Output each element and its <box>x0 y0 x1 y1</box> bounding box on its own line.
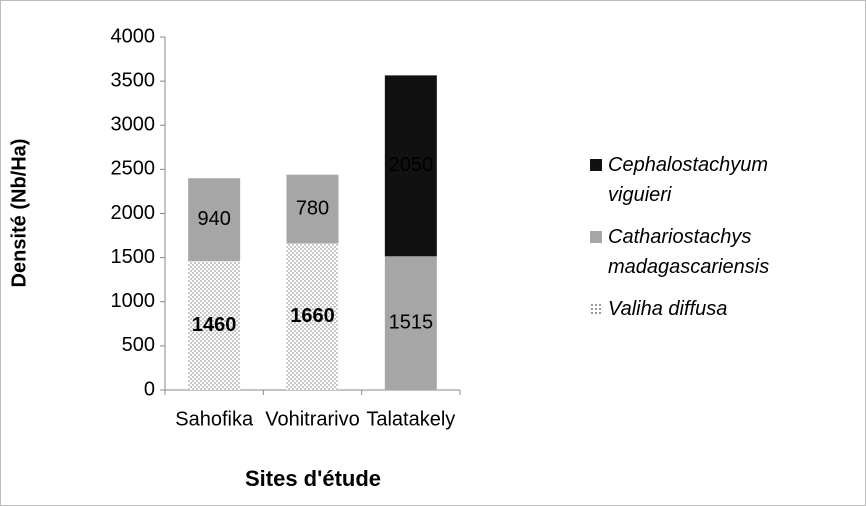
y-tick-label: 2000 <box>111 202 156 224</box>
legend-swatch <box>590 303 602 315</box>
legend-label: Cathariostachys madagascariensis <box>608 226 770 278</box>
x-tick-label: Talatakely <box>366 408 455 430</box>
legend-item: Cephalostachyum viguieri <box>590 150 810 210</box>
x-tick-label: Vohitrarivo <box>265 408 360 430</box>
legend-item: Valiha diffusa <box>590 294 810 324</box>
legend: Cephalostachyum viguieri Cathariostachys … <box>590 150 810 336</box>
bar-segment <box>188 261 241 390</box>
legend-swatch <box>590 159 602 171</box>
y-tick-label: 4000 <box>111 25 156 47</box>
legend-label: Valiha diffusa <box>608 298 728 320</box>
data-label: 1660 <box>290 305 335 327</box>
x-axis-title: Sites d'étude <box>245 466 381 491</box>
data-label: 780 <box>296 197 329 219</box>
legend-label: Cephalostachyum viguieri <box>608 154 769 206</box>
bar-segment <box>384 256 437 390</box>
bar-segment <box>286 243 339 390</box>
y-tick-label: 1500 <box>111 246 156 268</box>
bar-segment <box>384 75 437 257</box>
y-tick-label: 500 <box>122 334 155 356</box>
data-label: 1515 <box>389 311 434 333</box>
data-label: 2050 <box>389 154 434 176</box>
y-tick-label: 3000 <box>111 114 156 136</box>
legend-item: Cathariostachys madagascariensis <box>590 222 810 282</box>
data-label: 1460 <box>192 314 237 336</box>
y-tick-label: 0 <box>144 378 155 400</box>
y-axis-title: Densité (Nb/Ha) <box>8 139 30 288</box>
y-tick-label: 1000 <box>111 290 156 312</box>
bar-segment <box>286 174 339 244</box>
x-tick-label: Sahofika <box>175 408 254 430</box>
legend-swatch <box>590 231 602 243</box>
y-tick-label: 2500 <box>111 158 156 180</box>
y-tick-label: 3500 <box>111 69 156 91</box>
bar-segment <box>188 178 241 262</box>
data-label: 940 <box>197 208 230 230</box>
